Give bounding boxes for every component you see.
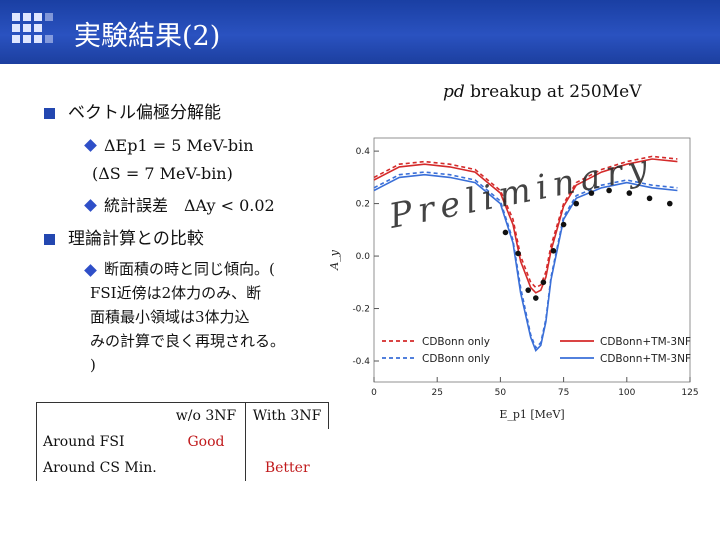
figure-title: pd breakup at 250MeV bbox=[443, 82, 642, 102]
logo-squares-icon bbox=[12, 13, 53, 53]
bullet-theory: 理論計算との比較 bbox=[68, 229, 204, 249]
theory-line: みの計算で良く再現される。 bbox=[90, 332, 286, 350]
data-point bbox=[573, 200, 580, 207]
theory-line: FSI近傍は2体力のみ、断 bbox=[90, 284, 262, 302]
series-line bbox=[373, 173, 678, 352]
table-row-label: Around CS Min. bbox=[36, 455, 167, 481]
legend-label: CDBonn+TM-3NF bbox=[600, 336, 691, 348]
data-point bbox=[626, 190, 633, 196]
y-tick-label: -0.4 bbox=[352, 357, 370, 367]
legend-label: CDBonn+TM-3NF bbox=[600, 353, 691, 365]
theory-line: 断面積の時と同じ傾向。( bbox=[104, 260, 275, 278]
table-cell: Better bbox=[264, 460, 310, 476]
table-row-label: Around FSI bbox=[36, 429, 167, 455]
theory-line: 面積最小領域は3体力込 bbox=[90, 308, 250, 326]
data-point bbox=[550, 248, 557, 254]
bullet-diamond-icon bbox=[84, 139, 97, 152]
table-cell bbox=[36, 402, 167, 429]
data-point bbox=[560, 221, 567, 228]
stat-error-text: 統計誤差 ΔAy < 0.02 bbox=[104, 196, 275, 215]
data-point bbox=[515, 250, 521, 257]
series-line bbox=[373, 155, 678, 289]
table-cell: Good bbox=[167, 429, 246, 455]
theory-line: ) bbox=[90, 356, 96, 374]
y-tick-label: 0.4 bbox=[356, 147, 371, 157]
x-tick-label: 25 bbox=[431, 388, 442, 398]
data-point bbox=[666, 200, 673, 207]
plot-frame bbox=[373, 137, 691, 383]
data-point bbox=[532, 295, 539, 301]
bullet-square-icon bbox=[44, 234, 55, 245]
bullet-diamond-icon bbox=[84, 264, 97, 277]
data-point bbox=[502, 229, 509, 236]
legend-label: CDBonn only bbox=[422, 336, 490, 348]
x-axis-label: E_p1 [MeV] bbox=[499, 408, 564, 421]
preliminary-watermark: Preliminary bbox=[385, 146, 656, 237]
page-title: 実験結果(2) bbox=[74, 21, 221, 52]
data-point bbox=[525, 287, 532, 293]
bin-width-text: ΔEp1 = 5 MeV-bin bbox=[104, 136, 254, 155]
table-header-wo3nf: w/o 3NF bbox=[167, 402, 246, 429]
table-row: Around FSI Good bbox=[36, 429, 329, 455]
table-cell bbox=[167, 455, 246, 481]
bin-width-paren-text: (ΔS = 7 MeV-bin) bbox=[92, 164, 233, 183]
legend-label: CDBonn only bbox=[422, 353, 490, 365]
y-tick-label: 0.2 bbox=[356, 200, 370, 210]
series-line bbox=[373, 158, 678, 294]
series-line bbox=[373, 171, 678, 350]
bullet-square-icon bbox=[44, 108, 55, 119]
bullet-diamond-icon bbox=[84, 199, 97, 212]
x-tick-label: 0 bbox=[371, 388, 377, 398]
x-tick-label: 125 bbox=[681, 388, 698, 398]
x-tick-label: 100 bbox=[618, 388, 635, 398]
title-bar: 実験結果(2) bbox=[0, 0, 720, 64]
ay-chart: 0 25 50 75 100 125 -0.4 -0.2 0.0 0.2 0.4 E_p1 [MeV]… bbox=[328, 137, 699, 421]
data-point bbox=[540, 279, 547, 286]
bullet-resolution: ベクトル偏極分解能 bbox=[68, 103, 221, 123]
data-point bbox=[646, 195, 653, 202]
data-point bbox=[606, 187, 612, 194]
y-tick-label: 0.0 bbox=[356, 252, 371, 262]
x-tick-label: 50 bbox=[495, 388, 507, 398]
y-tick-label: -0.2 bbox=[352, 305, 370, 315]
table-row: w/o 3NF With 3NF bbox=[36, 402, 329, 429]
y-axis-label: A_y bbox=[328, 249, 341, 270]
comparison-table: w/o 3NF With 3NF Around FSI Good Around … bbox=[36, 402, 329, 481]
x-tick-label: 75 bbox=[558, 388, 569, 398]
table-cell bbox=[246, 429, 329, 455]
table-row: Around CS Min. Better bbox=[36, 455, 329, 481]
data-point bbox=[588, 190, 595, 196]
table-header-with3nf: With 3NF bbox=[245, 402, 329, 429]
